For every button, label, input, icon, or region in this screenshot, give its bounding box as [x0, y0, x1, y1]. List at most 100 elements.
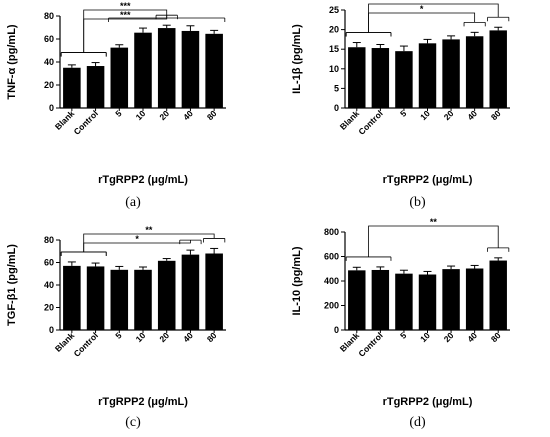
x-tick-label: Control — [356, 330, 384, 358]
x-axis-label: rTgRPP2 (μg/mL) — [383, 174, 473, 186]
bar — [418, 43, 437, 108]
significance-label: ** — [145, 225, 153, 235]
y-axis-label: TGF-β1 (pg/mL) — [6, 244, 18, 326]
bar — [348, 270, 366, 330]
significance-bracket — [83, 240, 191, 252]
bar — [86, 266, 105, 330]
x-tick-label: 10 — [134, 330, 148, 344]
x-tick-label: 40 — [181, 330, 195, 344]
bar — [489, 260, 507, 330]
bar — [157, 28, 176, 109]
significance-label: * — [420, 4, 424, 14]
significance-bracket — [368, 225, 499, 257]
y-tick-label: 20 — [329, 25, 339, 35]
x-tick-label: 20 — [442, 108, 456, 122]
significance-label: * — [135, 234, 139, 244]
x-tick-label: 5 — [398, 330, 409, 341]
y-axis-label: IL-10 (pg/mL) — [291, 246, 303, 315]
x-tick-label: 80 — [489, 330, 503, 344]
x-axis-label: rTgRPP2 (μg/mL) — [98, 174, 188, 186]
bar — [63, 67, 81, 108]
bar — [395, 273, 413, 330]
panel-label: (c) — [125, 415, 141, 430]
bar — [181, 254, 200, 330]
panel-label: (b) — [409, 195, 426, 210]
bar — [110, 47, 129, 108]
x-tick-label: 5 — [113, 330, 124, 341]
y-tick-label: 10 — [329, 64, 339, 74]
significance-bracket — [368, 3, 499, 33]
x-tick-label: 5 — [398, 108, 409, 119]
x-tick-label: Control — [72, 108, 100, 136]
panel-label: (a) — [125, 195, 141, 210]
y-tick-label: 60 — [44, 258, 54, 268]
bar — [157, 260, 176, 330]
x-tick-label: Control — [72, 330, 100, 358]
x-tick-label: 20 — [157, 330, 171, 344]
x-tick-label: 10 — [134, 108, 148, 122]
bar — [442, 39, 460, 108]
y-tick-label: 40 — [44, 57, 54, 67]
x-tick-label: 40 — [181, 108, 195, 122]
bar — [205, 33, 223, 109]
panel-label: (d) — [409, 415, 426, 430]
x-tick-label: 80 — [205, 108, 219, 122]
y-tick-label: 800 — [324, 227, 339, 237]
y-tick-label: 0 — [49, 325, 54, 335]
x-tick-label: 5 — [113, 108, 124, 119]
x-tick-label: Control — [356, 108, 384, 136]
bar — [465, 36, 484, 108]
significance-bracket — [83, 15, 168, 53]
x-axis-label: rTgRPP2 (μg/mL) — [98, 396, 188, 408]
y-axis-label: IL-1β (pg/mL) — [291, 24, 303, 94]
y-tick-label: 15 — [329, 44, 339, 54]
y-tick-label: 80 — [44, 11, 54, 21]
bar — [442, 269, 460, 330]
y-tick-label: 0 — [49, 103, 54, 113]
bar — [371, 269, 390, 330]
y-tick-label: 40 — [44, 280, 54, 290]
y-tick-label: 200 — [324, 301, 339, 311]
x-tick-label: 20 — [157, 108, 171, 122]
y-tick-label: 5 — [334, 83, 339, 93]
y-tick-label: 20 — [44, 303, 54, 313]
y-tick-label: 0 — [334, 103, 339, 113]
bar — [134, 32, 152, 108]
x-tick-label: 10 — [418, 108, 432, 122]
y-tick-label: 80 — [44, 235, 54, 245]
bar — [110, 269, 129, 330]
bar — [205, 253, 223, 330]
bar — [395, 51, 413, 108]
x-tick-label: 20 — [442, 330, 456, 344]
y-tick-label: 60 — [44, 34, 54, 44]
y-tick-label: 600 — [324, 252, 339, 262]
bar — [134, 269, 152, 330]
y-tick-label: 25 — [329, 5, 339, 15]
bar — [465, 268, 484, 330]
significance-label: ** — [430, 217, 438, 227]
bar — [86, 66, 105, 108]
x-tick-label: 10 — [418, 330, 432, 344]
significance-label: *** — [120, 10, 131, 20]
bar — [181, 30, 200, 109]
y-tick-label: 0 — [334, 325, 339, 335]
x-axis-label: rTgRPP2 (μg/mL) — [383, 396, 473, 408]
x-tick-label: 40 — [465, 108, 479, 122]
significance-bracket — [368, 12, 476, 33]
y-axis-label: TNF-α (pg/mL) — [6, 24, 18, 100]
y-tick-label: 400 — [324, 276, 339, 286]
x-tick-label: 80 — [205, 330, 219, 344]
y-tick-label: 20 — [44, 80, 54, 90]
significance-label: *** — [428, 0, 439, 5]
bar — [418, 274, 437, 330]
x-tick-label: 80 — [489, 108, 503, 122]
bar — [348, 47, 366, 108]
bar — [371, 48, 390, 108]
bar — [489, 30, 507, 108]
significance-label: *** — [120, 1, 131, 11]
bar — [63, 265, 81, 330]
